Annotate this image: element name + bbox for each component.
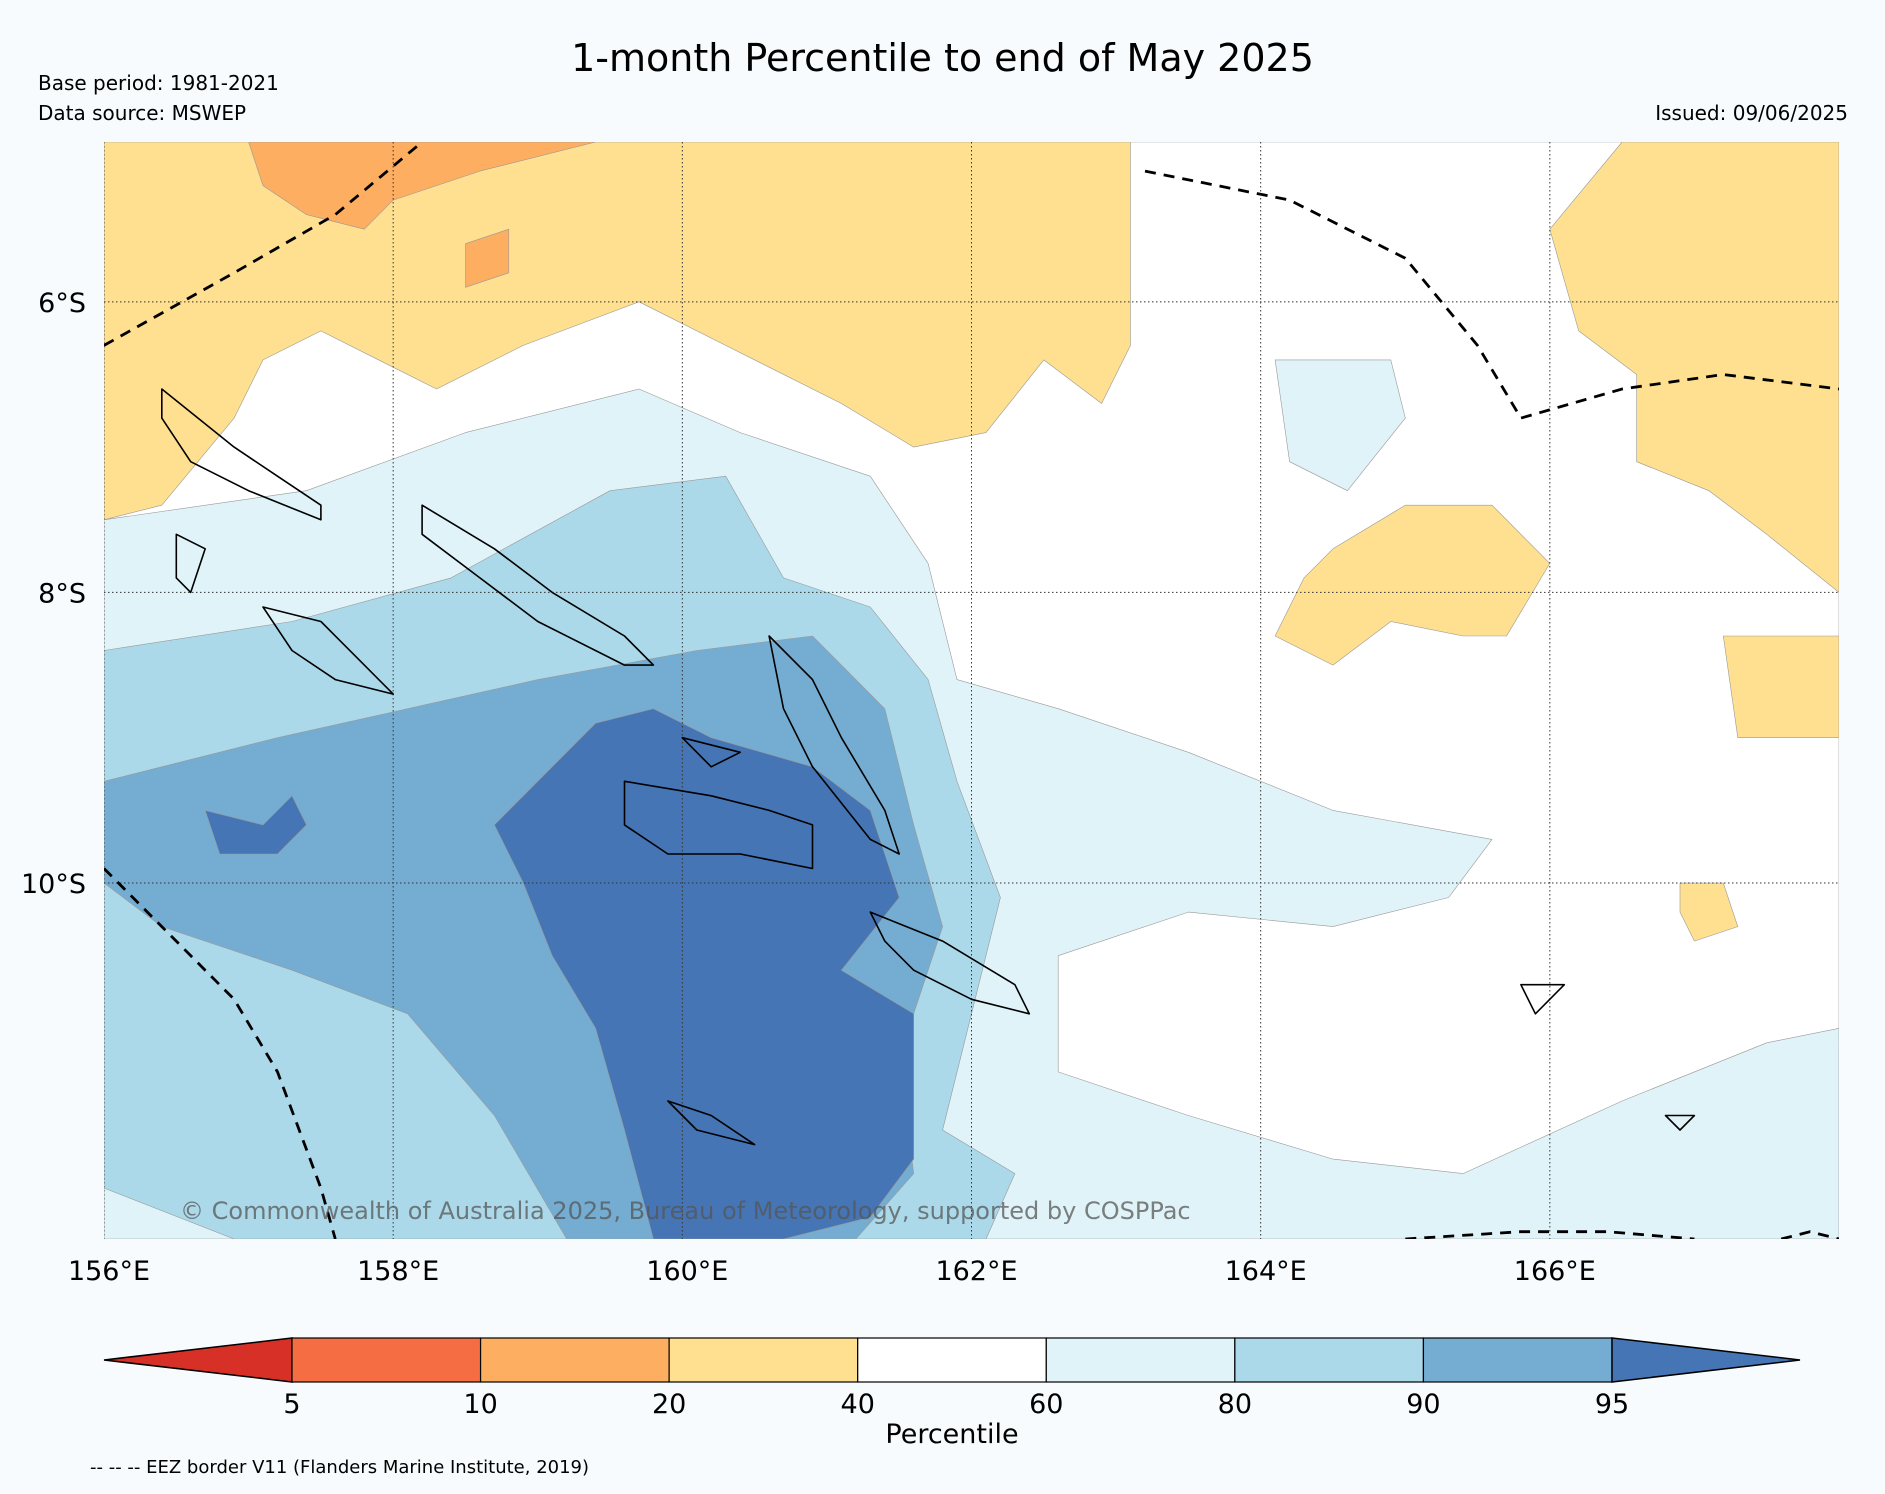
santa-cruz-island <box>1520 983 1566 1015</box>
colorbar-tick-label: 80 <box>1218 1389 1252 1420</box>
makira-island <box>869 911 1031 1015</box>
region-20-40-north <box>104 142 1131 521</box>
map-axes: 156°E 158°E 160°E 162°E 164°E 166°E 6°S 8°S 10°S <box>21 288 1596 1287</box>
data-source-text: Data source: MSWEP <box>38 101 247 125</box>
colorbar-tick-label: 90 <box>1406 1389 1440 1420</box>
new-georgia-island <box>262 606 395 695</box>
lon-tick-label: 156°E <box>68 1256 150 1287</box>
colorbar-tick-label: 60 <box>1029 1389 1063 1420</box>
colorbar-segment <box>291 1337 482 1383</box>
lon-tick-label: 166°E <box>1514 1256 1596 1287</box>
region-20-40-east <box>1549 142 1839 593</box>
colorbar-segment <box>1234 1337 1425 1383</box>
colorbar-segment-high <box>1611 1337 1801 1383</box>
lon-tick-label: 162°E <box>935 1256 1017 1287</box>
santa-isabel-island <box>421 504 655 666</box>
lon-tick-label: 164°E <box>1225 1256 1307 1287</box>
colorbar-tick-label: 40 <box>841 1389 875 1420</box>
lon-tick-label: 158°E <box>357 1256 439 1287</box>
eez-footnote: -- -- -- EEZ border V11 (Flanders Marine… <box>90 1457 590 1478</box>
region-above-95-main <box>494 708 915 1239</box>
issued-date-text: Issued: 09/06/2025 <box>1655 101 1848 125</box>
colorbar-tick-label: 10 <box>463 1389 497 1420</box>
lat-tick-label: 6°S <box>38 288 86 319</box>
colorbar-segment-low <box>103 1337 293 1383</box>
vella-lavella-island <box>175 533 206 594</box>
map-title: 1-month Percentile to end of May 2025 <box>571 36 1314 80</box>
lat-tick-label: 10°S <box>21 869 86 900</box>
region-60-80-east <box>1274 359 1406 492</box>
colorbar-tick-label: 5 <box>283 1389 300 1420</box>
colorbar-tick-label: 95 <box>1595 1389 1629 1420</box>
colorbar: 5 10 20 40 60 80 90 95 <box>103 1337 1801 1420</box>
colorbar-title: Percentile <box>885 1419 1018 1450</box>
eez-border-south-corner <box>1780 1230 1839 1239</box>
florida-islands <box>681 736 742 768</box>
eez-border-southeast <box>1405 1230 1695 1239</box>
rennell-island <box>667 1100 756 1146</box>
eez-borders <box>104 142 1839 1239</box>
malaita-island <box>768 635 901 855</box>
guadalcanal-island <box>623 780 814 870</box>
colorbar-segment <box>1422 1337 1613 1383</box>
region-20-40-center-east <box>1274 504 1551 666</box>
coastlines <box>161 388 1696 1146</box>
region-above-95-west <box>204 795 307 855</box>
choiseul-island <box>161 388 322 521</box>
region-20-40-southeast <box>1723 635 1839 739</box>
vanikoro-island <box>1664 1114 1696 1131</box>
map-layers: © Commonwealth of Australia 2025, Bureau… <box>104 142 1839 1239</box>
base-period-text: Base period: 1981-2021 <box>38 71 279 95</box>
region-10-20-north <box>248 142 596 230</box>
colorbar-segment <box>668 1337 859 1383</box>
colorbar-segment <box>1045 1337 1236 1383</box>
lat-tick-label: 8°S <box>38 578 86 609</box>
colorbar-segment <box>479 1337 670 1383</box>
colorbar-segment <box>857 1337 1047 1383</box>
copyright-text: © Commonwealth of Australia 2025, Bureau… <box>180 1197 1191 1225</box>
graticule <box>104 142 1839 1239</box>
eez-border-southwest <box>104 867 337 1239</box>
colorbar-tick-label: 20 <box>652 1389 686 1420</box>
region-10-20-blob <box>465 228 510 288</box>
eez-border-northeast <box>1144 169 1839 420</box>
lon-tick-label: 160°E <box>646 1256 728 1287</box>
